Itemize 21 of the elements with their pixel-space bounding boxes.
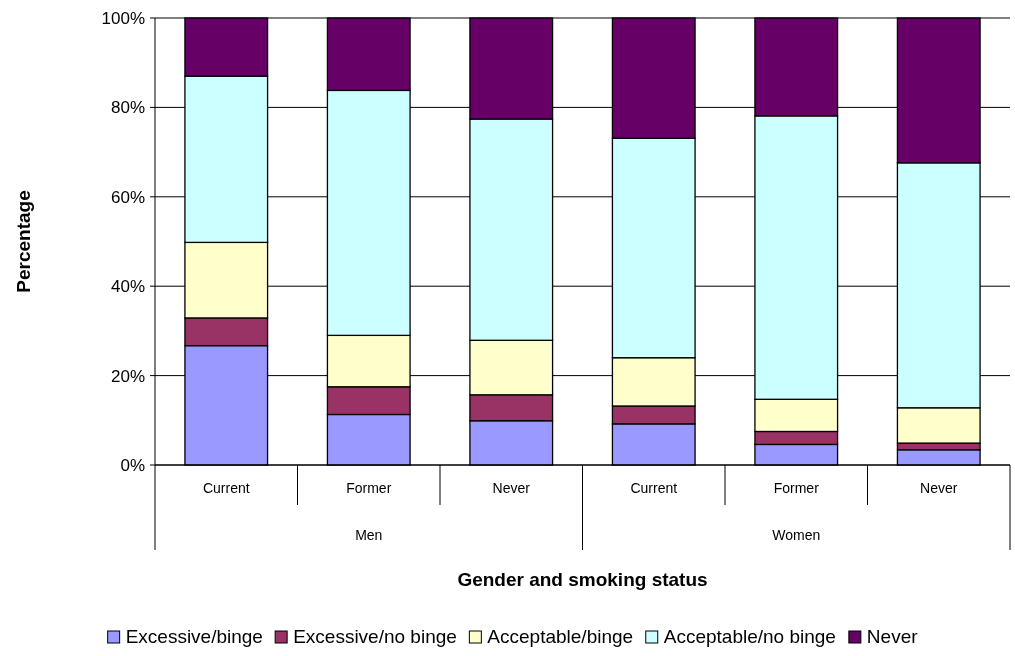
- legend-label: Never: [866, 626, 919, 647]
- legend-label: Acceptable/binge: [487, 626, 634, 647]
- text: Women: [772, 527, 821, 543]
- text: Men: [355, 527, 383, 543]
- legend-label: Excessive/binge: [125, 626, 263, 647]
- y-tick-label: 60%: [110, 187, 145, 207]
- legend-label: Acceptable/no binge: [663, 626, 836, 647]
- x-tick-label: Never: [920, 480, 958, 496]
- y-tick-label: 20%: [110, 366, 145, 386]
- x-tick-label: Former: [346, 480, 392, 496]
- legend-label: Excessive/no binge: [293, 626, 457, 647]
- x-tick-label: Current: [202, 480, 250, 496]
- x-tick-label: Never: [492, 480, 531, 496]
- x-tick-label: Former: [773, 480, 820, 496]
- y-tick-label: 0%: [120, 455, 145, 475]
- y-tick-label: 100%: [101, 8, 145, 28]
- y-tick-label: 80%: [110, 98, 145, 118]
- y-tick-label: 40%: [110, 277, 145, 297]
- y-axis-title: Percentage: [13, 190, 34, 293]
- x-axis-title: Gender and smoking status: [457, 569, 708, 590]
- x-tick-label: Current: [630, 480, 678, 496]
